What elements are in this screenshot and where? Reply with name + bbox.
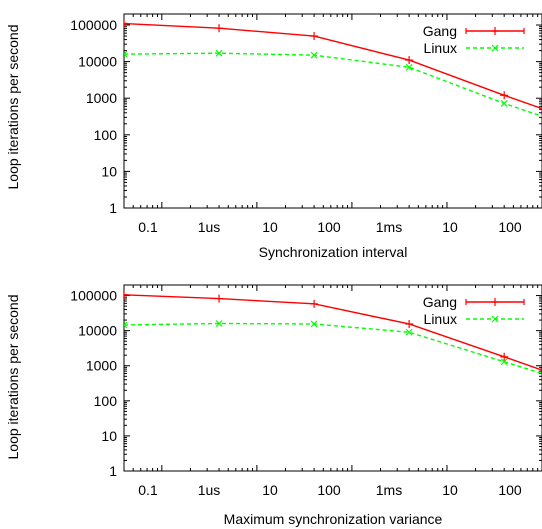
chart-1-y-axis-label: Loop iterations per second xyxy=(5,25,21,190)
series-line-linux xyxy=(124,52,542,117)
series-line-gang xyxy=(124,22,542,110)
plot-frame xyxy=(123,284,542,472)
data-point-gang xyxy=(215,294,224,303)
x-tick-label: 100 xyxy=(317,219,341,235)
x-tick-label: 1ms xyxy=(376,482,402,498)
data-point-gang xyxy=(310,32,319,41)
data-point-linux xyxy=(405,328,413,336)
y-tick-label: 100000 xyxy=(70,17,117,33)
x-tick-label: 0.1 xyxy=(138,482,158,498)
x-tick-label: 10 xyxy=(442,219,458,235)
legend-label-linux: Linux xyxy=(424,40,457,56)
plot-frame xyxy=(123,13,542,209)
chart-2-plot: 1 10 100 1000 10000 100000 0.1 1us 10 100 1ms 10 100… xyxy=(70,284,542,498)
chart-1-x-axis-label: Synchronization interval xyxy=(259,244,408,260)
chart-1-plot: 1 10 100 1000 10000 100000 0.1 1us 10 100 1ms 10 100… xyxy=(70,13,542,235)
x-tick-label: 10 xyxy=(262,219,278,235)
y-tick-label: 100 xyxy=(94,393,118,409)
x-tick-label: 10 xyxy=(262,482,278,498)
data-point-gang xyxy=(310,299,319,308)
x-tick-label: 1us xyxy=(198,482,221,498)
x-tick-label: 10 xyxy=(442,482,458,498)
y-tick-label: 10000 xyxy=(78,54,117,70)
data-point-gang xyxy=(500,91,509,100)
data-point-gang xyxy=(124,290,128,299)
data-point-linux xyxy=(215,49,223,57)
data-point-gang xyxy=(405,56,414,65)
y-tick-label: 100000 xyxy=(70,288,117,304)
x-tick-label: 1us xyxy=(198,219,221,235)
data-point-linux xyxy=(310,51,318,59)
x-tick-label: 1ms xyxy=(376,219,402,235)
legend-label-linux: Linux xyxy=(424,311,457,327)
y-tick-label: 10 xyxy=(101,428,117,444)
series-line-gang xyxy=(124,294,542,371)
legend-label-gang: Gang xyxy=(423,294,457,310)
data-point-linux xyxy=(215,320,223,327)
data-point-linux xyxy=(124,321,128,329)
x-tick-label: 100 xyxy=(498,482,522,498)
data-point-linux xyxy=(500,358,508,366)
data-point-gang xyxy=(124,19,128,28)
data-point-gang xyxy=(500,352,509,361)
series-line-linux xyxy=(124,322,542,375)
y-tick-label: 10000 xyxy=(78,323,117,339)
y-tick-label: 1000 xyxy=(86,90,117,106)
y-tick-label: 1 xyxy=(109,463,117,479)
y-tick-label: 1000 xyxy=(86,358,117,374)
data-point-gang xyxy=(405,319,414,328)
x-tick-label: 0.1 xyxy=(138,219,158,235)
data-point-gang xyxy=(215,24,224,33)
chart-2-x-axis-label: Maximum synchronization variance xyxy=(224,511,443,527)
legend-label-gang: Gang xyxy=(423,23,457,39)
y-tick-label: 100 xyxy=(94,127,118,143)
x-tick-label: 100 xyxy=(317,482,341,498)
chart-2: Loop iterations per second 1101001000100… xyxy=(5,284,542,527)
x-tick-label: 100 xyxy=(498,219,522,235)
chart-2-y-axis-label: Loop iterations per second xyxy=(5,295,21,460)
data-point-linux xyxy=(124,50,128,58)
data-point-linux xyxy=(500,100,508,107)
chart-1: Loop iterations per second 1101001000100… xyxy=(5,13,542,260)
y-tick-label: 1 xyxy=(109,200,117,216)
data-point-linux xyxy=(405,63,413,71)
y-tick-label: 10 xyxy=(101,163,117,179)
data-point-linux xyxy=(310,320,318,328)
